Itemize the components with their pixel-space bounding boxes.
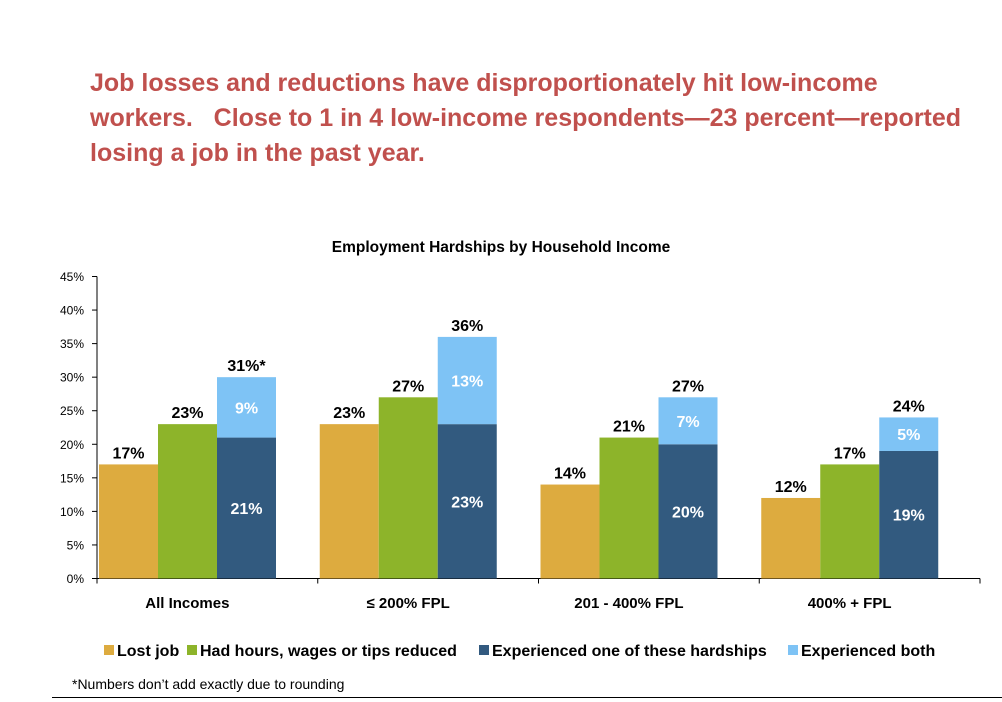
data-label-one-hardship: 21%	[230, 501, 262, 518]
bar-hours-reduced	[378, 397, 438, 579]
bar-one-hardship	[437, 424, 497, 579]
data-label-stack-total: 27%	[672, 378, 704, 395]
legend-swatch	[104, 645, 114, 655]
bottom-rule	[52, 697, 1002, 698]
legend-label: Experienced one of these hardships	[492, 643, 767, 660]
bar-both-hardships	[217, 377, 276, 438]
y-tick-label: 5%	[67, 538, 85, 552]
data-label-hours-reduced: 21%	[613, 419, 645, 436]
bar-both-hardships	[658, 397, 718, 445]
y-tick-label: 40%	[60, 304, 84, 318]
legend-swatch	[187, 645, 197, 655]
y-tick-label: 20%	[60, 438, 84, 452]
data-label-one-hardship: 19%	[893, 508, 925, 525]
data-label-lost-job: 12%	[775, 479, 807, 496]
y-tick-label: 10%	[60, 505, 84, 519]
legend-label: Had hours, wages or tips reduced	[200, 643, 457, 660]
bar-lost-job	[99, 464, 158, 579]
data-label-one-hardship: 20%	[672, 504, 704, 521]
legend-swatch	[788, 645, 798, 655]
legend-label: Experienced both	[801, 643, 935, 660]
x-category-label: All Incomes	[145, 595, 229, 612]
data-label-stack-total: 24%	[893, 398, 925, 415]
bar-one-hardship	[879, 450, 939, 579]
bar-hours-reduced	[599, 437, 659, 579]
chart-title: Employment Hardships by Household Income	[331, 239, 671, 256]
footnote: *Numbers don’t add exactly due to roundi…	[72, 676, 345, 692]
y-tick-label: 35%	[60, 337, 84, 351]
data-label-stack-total: 31%*	[227, 358, 266, 375]
y-tick-label: 30%	[60, 371, 84, 385]
bar-lost-job	[540, 484, 600, 579]
data-label-hours-reduced: 27%	[392, 378, 424, 395]
bar-both-hardships	[879, 417, 939, 451]
headline-line-3: losing a job in the past year.	[90, 139, 425, 167]
data-label-lost-job: 14%	[554, 466, 586, 483]
legend-swatch	[479, 645, 489, 655]
bar-one-hardship	[658, 444, 718, 579]
y-tick-label: 25%	[60, 404, 84, 418]
x-category-label: 201 - 400% FPL	[574, 595, 683, 612]
y-tick-label: 15%	[60, 471, 84, 485]
data-label-hours-reduced: 23%	[171, 405, 203, 422]
data-label-one-hardship: 23%	[451, 494, 483, 511]
y-tick-label: 0%	[67, 572, 85, 586]
data-label-stack-total: 36%	[451, 318, 483, 335]
headline-line-2: workers. Close to 1 in 4 low-income resp…	[90, 104, 962, 132]
data-label-lost-job: 23%	[333, 405, 365, 422]
headline-line-1: Job losses and reductions have dispropor…	[90, 69, 878, 97]
data-label-hours-reduced: 17%	[834, 445, 866, 462]
bar-lost-job	[761, 497, 821, 579]
headline: Job losses and reductions have dispropor…	[90, 66, 980, 171]
bar-hours-reduced	[820, 464, 880, 579]
legend-label: Lost job	[117, 643, 179, 660]
bar-one-hardship	[217, 437, 276, 579]
bar-both-hardships	[437, 336, 497, 425]
y-tick-label: 45%	[60, 270, 84, 284]
x-category-label: ≤ 200% FPL	[366, 595, 449, 612]
data-label-both-hardships: 7%	[676, 414, 699, 431]
bar-hours-reduced	[158, 424, 217, 579]
data-label-lost-job: 17%	[112, 445, 144, 462]
data-label-both-hardships: 13%	[451, 374, 483, 391]
data-label-both-hardships: 5%	[897, 427, 920, 444]
bar-lost-job	[319, 424, 379, 579]
x-category-label: 400% + FPL	[808, 595, 892, 612]
data-label-both-hardships: 9%	[235, 400, 258, 417]
